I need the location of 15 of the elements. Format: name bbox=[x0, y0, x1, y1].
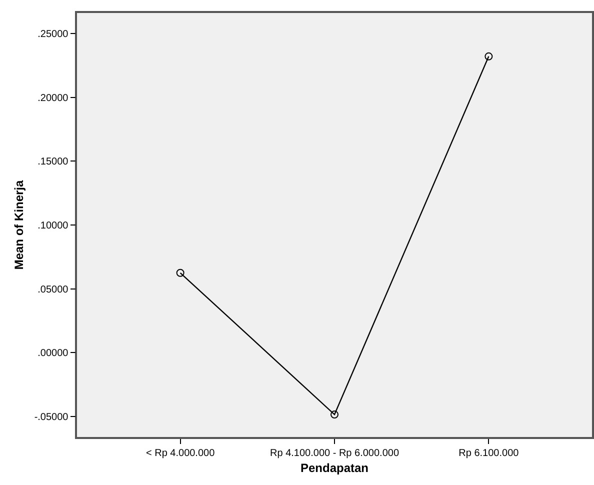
point bbox=[330, 410, 338, 419]
y-tick-label: .15000 bbox=[38, 156, 69, 168]
point bbox=[484, 52, 493, 60]
y-axis-title: Mean of Kinerja bbox=[12, 180, 26, 270]
y-tick-label: .00000 bbox=[38, 348, 69, 360]
y-tick-label: -.05000 bbox=[34, 412, 69, 424]
point bbox=[176, 268, 184, 277]
y-tick-label: .20000 bbox=[38, 92, 69, 104]
y-tick-label: .10000 bbox=[38, 220, 69, 232]
x-tick-label: Rp 6.100.000 bbox=[458, 448, 520, 459]
x-tick-label: Rp 4.100.000 - Rp 6.000.000 bbox=[270, 448, 400, 459]
y-tick-label: .05000 bbox=[38, 284, 69, 296]
x-axis-title: Pendapatan bbox=[300, 461, 369, 476]
y-tick-label: .25000 bbox=[38, 28, 69, 40]
x-tick-label: < Rp 4.000.000 bbox=[146, 448, 216, 459]
